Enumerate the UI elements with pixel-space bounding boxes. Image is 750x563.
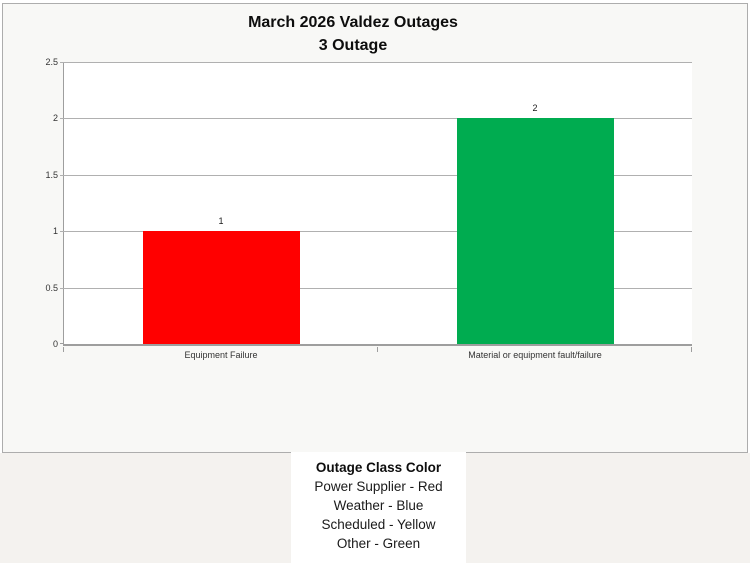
legend-entry: Other - Green <box>336 536 421 551</box>
chart-title-line1: March 2026 Valdez Outages <box>248 14 458 31</box>
x-axis-tick <box>691 347 692 352</box>
chart-title-line2: 3 Outage <box>318 37 388 54</box>
y-tick-label: 0.5 <box>45 282 58 293</box>
legend-panel: Outage Class Color Power Supplier - Red … <box>291 452 466 563</box>
x-axis-tick <box>377 347 378 352</box>
bar <box>456 118 614 344</box>
y-axis-zero-tick <box>60 343 64 344</box>
category-label: Material or equipment fault/failure <box>468 350 602 360</box>
gridline <box>60 62 692 63</box>
legend-title: Outage Class Color <box>315 460 442 475</box>
y-tick-label: 2.5 <box>45 57 58 67</box>
gridline <box>60 287 692 289</box>
y-tick-label: 0 <box>52 339 58 349</box>
chart-title: March 2026 Valdez Outages 3 Outage <box>63 11 643 57</box>
gridline <box>60 174 692 176</box>
x-axis-labels: Equipment Failure Material or equipment … <box>64 350 692 360</box>
bar <box>142 231 300 344</box>
bar-value-label: 2 <box>532 103 538 113</box>
y-tick-label: 1 <box>52 226 58 237</box>
bar-value-label: 1 <box>218 216 224 226</box>
legend-entry: Weather - Blue <box>333 498 424 513</box>
gridline <box>60 118 692 120</box>
x-axis-tick <box>63 347 64 352</box>
y-axis-labels: 0 0.5 1 1.5 2 2.5 <box>18 57 58 349</box>
gridline <box>60 231 692 233</box>
y-tick-label: 1.5 <box>45 169 58 180</box>
y-tick-label: 2 <box>52 113 58 124</box>
legend-entry: Scheduled - Yellow <box>321 517 436 532</box>
legend-entry: Power Supplier - Red <box>314 479 443 494</box>
category-label: Equipment Failure <box>184 350 258 360</box>
